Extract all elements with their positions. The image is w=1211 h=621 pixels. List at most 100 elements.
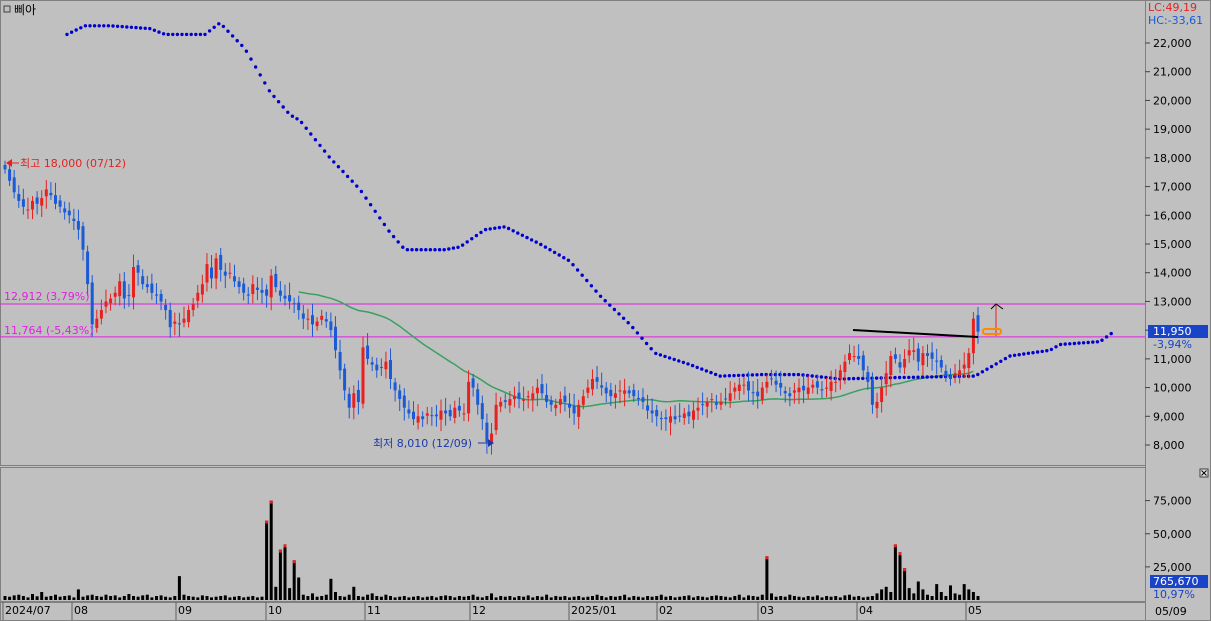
candle-body xyxy=(223,271,227,276)
indicator-dot xyxy=(120,24,124,29)
legend-hc: HC:-33,61 xyxy=(1148,14,1203,27)
candle-body xyxy=(462,413,466,415)
candle-body xyxy=(398,390,402,399)
indicator-dot xyxy=(1022,352,1026,356)
candle-body xyxy=(173,321,177,324)
x-tick-label: 12 xyxy=(472,604,486,617)
volume-bar xyxy=(288,588,292,600)
indicator-dot xyxy=(419,248,423,252)
candle-body xyxy=(499,401,503,407)
volume-bar xyxy=(733,596,737,600)
candle-body xyxy=(848,353,851,360)
indicator-dot xyxy=(585,278,589,283)
candle-body xyxy=(737,384,741,391)
indicator-dot xyxy=(134,25,138,30)
candle-body xyxy=(274,273,278,288)
low-annotation: 최저 8,010 (12/09) xyxy=(373,437,494,450)
candle-body xyxy=(265,289,269,296)
candle-body xyxy=(251,284,255,294)
x-tick-label: 08 xyxy=(74,604,88,617)
volume-bar xyxy=(912,593,916,600)
candle-body xyxy=(526,396,530,398)
volume-bar xyxy=(815,595,819,600)
indicator-dot xyxy=(203,32,207,37)
indicator-dot xyxy=(129,25,134,29)
indicator-dot xyxy=(313,138,318,142)
volume-bar xyxy=(802,597,806,600)
volume-bar xyxy=(714,595,718,600)
volume-bar xyxy=(233,596,236,600)
indicator-dot xyxy=(989,364,994,369)
indicator-dot xyxy=(1031,351,1035,355)
indicator-dot xyxy=(562,256,566,260)
candle-body xyxy=(444,410,448,414)
candle-body xyxy=(903,358,907,368)
candle-body xyxy=(659,418,663,420)
indicator-dot xyxy=(1058,342,1063,347)
candle-body xyxy=(554,404,558,409)
candle-body xyxy=(760,387,764,400)
volume-bar xyxy=(26,597,30,600)
volume-bar xyxy=(701,596,705,600)
indicator-dot xyxy=(295,117,299,121)
candle-body xyxy=(210,267,213,279)
x-tick-label: 05 xyxy=(968,604,982,617)
candle-body xyxy=(545,395,549,402)
indicator-dot xyxy=(557,253,561,257)
candle-body xyxy=(535,387,539,394)
indicator-dot xyxy=(1086,340,1090,345)
y-tick-label: 18,000 xyxy=(1153,152,1192,165)
volume-bar-cap xyxy=(265,520,269,524)
volume-bar xyxy=(852,596,856,600)
candle-body xyxy=(792,390,796,393)
volume-bar xyxy=(283,544,287,600)
candle-body xyxy=(958,370,962,375)
volume-bar xyxy=(577,596,581,600)
candle-body xyxy=(949,376,952,379)
candle-body xyxy=(86,251,90,285)
candle-body xyxy=(40,198,44,206)
price-panel-frame xyxy=(0,0,1146,466)
volume-bar xyxy=(572,596,576,600)
volume-bar xyxy=(705,597,709,600)
candle-body xyxy=(430,415,434,417)
volume-bar xyxy=(650,596,654,600)
candle-body xyxy=(733,387,737,392)
volume-bar xyxy=(728,597,732,600)
volume-bar xyxy=(430,596,434,600)
volume-bar xyxy=(58,596,62,600)
volume-bar xyxy=(338,596,342,600)
candle-body xyxy=(705,401,709,407)
candle-body xyxy=(237,281,241,287)
indicator-dot xyxy=(272,94,276,99)
indicator-dot xyxy=(1017,353,1021,357)
volume-bar xyxy=(306,596,310,600)
volume-bar xyxy=(613,596,617,600)
candle-body xyxy=(829,381,833,391)
chart-title: 삐아 xyxy=(14,3,36,17)
volume-bar xyxy=(480,597,484,600)
candle-body xyxy=(926,353,929,356)
volume-panel-close-button[interactable] xyxy=(1199,468,1209,478)
volume-bar xyxy=(976,596,980,600)
candle-body xyxy=(976,315,980,332)
candle-body xyxy=(379,366,383,368)
title-checkbox[interactable] xyxy=(3,5,11,13)
volume-bar xyxy=(779,596,783,600)
x-tick-label: 2025/01 xyxy=(571,604,617,617)
end-date-label: 05/09 xyxy=(1155,605,1187,618)
candle-body xyxy=(719,401,723,405)
candle-body xyxy=(852,356,856,357)
volume-bar xyxy=(687,595,691,600)
volume-bar xyxy=(155,596,158,600)
candle-body xyxy=(930,352,934,359)
volume-bar xyxy=(145,594,149,600)
indicator-dot xyxy=(111,24,115,28)
indicator-dot xyxy=(447,247,451,251)
volume-bar xyxy=(141,595,145,600)
indicator-dot xyxy=(1077,341,1081,345)
candle-body xyxy=(356,389,360,402)
candle-body xyxy=(747,381,750,391)
indicator-dot xyxy=(1054,345,1058,349)
indicator-dot xyxy=(341,169,345,174)
